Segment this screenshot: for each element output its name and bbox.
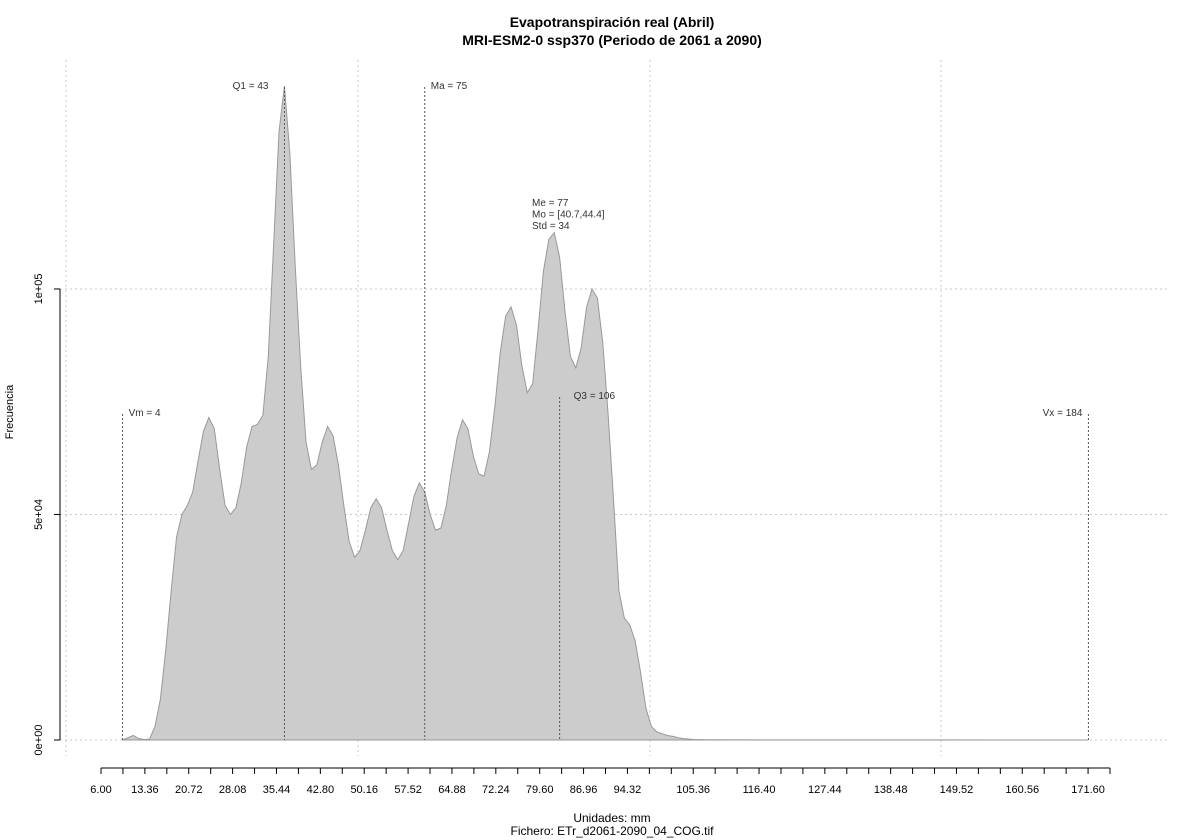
x-tick-label: 149.52 [940, 784, 974, 796]
x-tick-label: 64.88 [438, 784, 466, 796]
marker-label: Vm = 4 [129, 408, 161, 419]
x-tick-label: 42.80 [307, 784, 335, 796]
marker-label: Vx = 184 [1043, 408, 1083, 419]
marker-label: Q3 = 106 [574, 391, 616, 402]
x-tick-label: 116.40 [743, 784, 776, 796]
x-tick-label: 35.44 [263, 784, 291, 796]
x-tick-label: 20.72 [175, 784, 203, 796]
y-tick-label: 1e+05 [33, 274, 45, 305]
marker-lines: Vm = 4 Q1 = 43 Ma = 75 Q3 = 106 Vx = 184 [122, 81, 1089, 740]
x-tick-label: 138.48 [874, 784, 908, 796]
x-tick-label: 171.60 [1071, 784, 1105, 796]
stats-line: Mo = [40.7,44.4] [532, 210, 605, 221]
x-tick-label: 57.52 [394, 784, 422, 796]
marker-label: Ma = 75 [431, 81, 468, 92]
chart-subtitle: MRI-ESM2-0 ssp370 (Periodo de 2061 a 209… [462, 32, 762, 48]
x-axis: 6.00 13.36 20.72 28.08 35.44 42.80 50.16 57.52 6… [90, 767, 1111, 796]
x-tick-label: 94.32 [614, 784, 642, 796]
y-axis-title: Frecuencia [4, 384, 16, 440]
x-tick-label: 72.24 [482, 784, 510, 796]
marker-label: Q1 = 43 [233, 81, 269, 92]
density-area [122, 85, 1089, 741]
y-tick-label: 5e+04 [33, 499, 45, 530]
x-tick-label: 160.56 [1005, 784, 1039, 796]
x-tick-label: 105.36 [676, 784, 710, 796]
x-tick-label: 50.16 [350, 784, 378, 796]
y-axis: 0e+00 5e+04 1e+05 [33, 274, 61, 756]
x-tick-label: 13.36 [131, 784, 159, 796]
x-tick-label: 79.60 [526, 784, 554, 796]
y-tick-label: 0e+00 [33, 725, 45, 756]
source-file: Fichero: ETr_d2061-2090_04_COG.tif [510, 824, 714, 838]
x-tick-label: 6.00 [90, 784, 111, 796]
chart-title: Evapotranspiración real (Abril) [509, 14, 715, 30]
stats-line: Me = 77 [532, 198, 569, 209]
stats-line: Std = 34 [532, 221, 570, 232]
x-tick-label: 127.44 [808, 784, 842, 796]
x-axis-title: Unidades: mm [573, 811, 651, 825]
x-tick-label: 86.96 [570, 784, 598, 796]
x-tick-label: 28.08 [219, 784, 247, 796]
